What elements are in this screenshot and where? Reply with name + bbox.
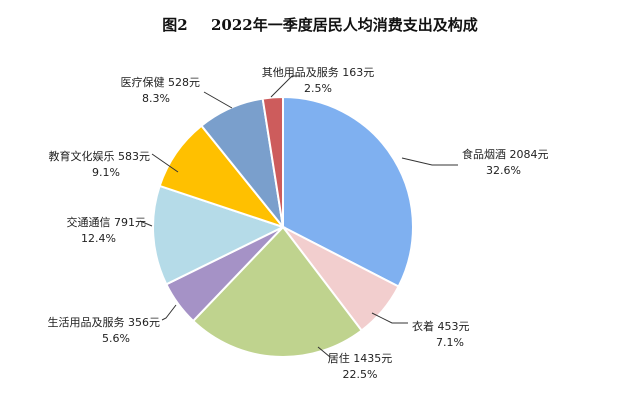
chart-title-prefix: 图2 <box>162 16 187 34</box>
slice-label-name-2: 居住 1435元 <box>328 351 393 365</box>
pie-slice-0 <box>282 95 414 288</box>
leader-line-7 <box>270 75 300 98</box>
chart-title: 图2 2022年一季度居民人均消费支出及构成 <box>162 16 477 34</box>
slice-label-name-0: 食品烟酒 2084元 <box>462 147 549 161</box>
slice-label-pct-6: 8.3% <box>142 92 170 105</box>
pie-slice-2 <box>191 225 364 358</box>
slice-label-name-6: 医疗保健 528元 <box>121 75 201 89</box>
leader-line-3 <box>161 304 177 321</box>
leader-line-1 <box>371 312 408 324</box>
chart-title-main: 2022年一季度居民人均消费支出及构成 <box>211 16 478 34</box>
slice-label-pct-0: 32.6% <box>486 164 521 177</box>
leader-line-4 <box>139 220 153 227</box>
leader-line-0 <box>401 157 458 166</box>
pie-slice-7 <box>261 95 284 228</box>
slice-label-pct-7: 2.5% <box>304 82 332 95</box>
slice-label-pct-2: 22.5% <box>343 368 378 381</box>
slice-label-pct-1: 7.1% <box>436 336 464 349</box>
slice-label-pct-5: 9.1% <box>92 166 120 179</box>
slice-label-name-1: 衣着 453元 <box>412 319 470 333</box>
leader-line-5 <box>151 153 179 173</box>
slice-label-pct-4: 12.4% <box>81 232 116 245</box>
slice-label-name-4: 交通通信 791元 <box>67 215 147 229</box>
pie-slices <box>152 95 414 358</box>
leader-line-6 <box>203 91 233 109</box>
pie-slice-4 <box>152 184 286 286</box>
slice-label-name-5: 教育文化娱乐 583元 <box>49 149 151 163</box>
leader-lines <box>139 75 458 358</box>
slice-label-pct-3: 5.6% <box>102 332 130 345</box>
slice-label-name-3: 生活用品及服务 356元 <box>48 315 161 329</box>
leader-line-2 <box>317 346 331 358</box>
slice-label-name-7: 其他用品及服务 163元 <box>262 66 375 79</box>
slice-labels: 食品烟酒 2084元 32.6% 衣着 453元 7.1% 居住 1435元 22.5% 生… <box>48 66 549 381</box>
